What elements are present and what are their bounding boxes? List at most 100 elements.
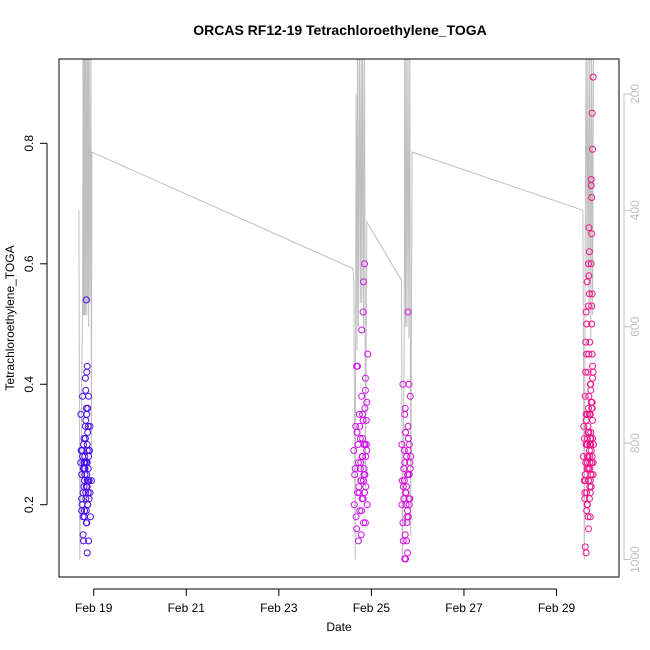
- data-point: [585, 392, 593, 400]
- right-tick-label: 1000: [628, 546, 642, 573]
- data-point: [352, 513, 360, 521]
- data-point: [360, 441, 368, 448]
- data-point: [362, 441, 370, 448]
- data-point: [401, 410, 409, 418]
- data-point: [362, 416, 370, 424]
- data-point: [585, 525, 592, 533]
- points-layer: [77, 73, 597, 563]
- x-axis-label: Date: [326, 620, 352, 634]
- data-point: [401, 459, 409, 467]
- data-point: [403, 537, 411, 545]
- data-point: [406, 465, 414, 473]
- data-point: [353, 525, 361, 533]
- data-point: [580, 422, 588, 430]
- data-point: [85, 537, 93, 545]
- data-point: [361, 519, 369, 527]
- x-tick-label: Feb 21: [168, 601, 206, 615]
- data-point: [588, 230, 596, 238]
- y-axis-label: Tetrachloroethylene_TOGA: [3, 245, 17, 390]
- data-point: [588, 290, 596, 298]
- data-point: [583, 278, 591, 286]
- x-tick-label: Feb 27: [445, 601, 483, 615]
- data-point: [587, 398, 595, 406]
- plot-frame: [58, 58, 620, 578]
- data-point: [402, 428, 410, 436]
- right-tick-label: 600: [628, 316, 642, 336]
- altitude-layer: [78, 59, 594, 560]
- data-point: [86, 422, 94, 430]
- data-point: [582, 368, 590, 376]
- data-point: [82, 296, 90, 304]
- data-point: [587, 260, 595, 268]
- data-point: [402, 489, 410, 497]
- data-point: [583, 465, 591, 473]
- data-point: [358, 507, 366, 515]
- data-point: [582, 338, 590, 346]
- y-tick-label: 0.8: [22, 135, 36, 152]
- data-point: [402, 501, 410, 509]
- data-point: [359, 410, 367, 418]
- data-point: [81, 459, 89, 467]
- data-point: [587, 380, 595, 388]
- data-point: [589, 73, 597, 81]
- data-point: [586, 338, 594, 346]
- right-axis: 200 400 600 800 1000: [623, 84, 642, 573]
- data-point: [585, 290, 593, 298]
- data-point: [361, 471, 369, 479]
- data-point: [80, 441, 87, 448]
- data-point: [401, 555, 409, 563]
- data-point: [586, 459, 594, 467]
- data-point: [404, 422, 412, 430]
- data-point: [363, 501, 371, 509]
- data-point: [83, 447, 91, 454]
- data-point: [79, 531, 87, 539]
- data-point: [359, 308, 367, 316]
- data-point: [588, 302, 596, 310]
- data-point: [404, 447, 412, 454]
- data-point: [401, 404, 409, 412]
- data-point: [84, 428, 92, 436]
- data-point: [404, 549, 411, 557]
- data-point: [359, 495, 367, 503]
- data-point: [587, 386, 595, 394]
- data-point: [363, 447, 371, 454]
- data-point: [355, 483, 363, 491]
- data-point: [586, 513, 594, 521]
- data-point: [85, 453, 93, 460]
- data-point: [405, 495, 413, 503]
- data-point: [589, 471, 597, 479]
- data-point: [82, 416, 90, 424]
- data-point: [80, 537, 87, 545]
- data-point: [587, 182, 595, 189]
- data-point: [77, 410, 85, 418]
- data-point: [583, 441, 591, 448]
- data-point: [357, 477, 365, 485]
- data-point: [398, 501, 406, 509]
- data-point: [588, 194, 596, 201]
- data-point: [361, 404, 369, 412]
- data-point: [87, 477, 95, 485]
- data-point: [354, 537, 362, 545]
- data-point: [584, 513, 592, 521]
- data-point: [581, 392, 589, 400]
- data-point: [361, 386, 369, 394]
- data-point: [356, 465, 364, 473]
- data-point: [353, 428, 361, 436]
- data-point: [582, 549, 590, 557]
- data-point: [83, 549, 91, 557]
- x-tick-label: Feb 29: [538, 601, 576, 615]
- data-point: [356, 422, 364, 430]
- data-point: [83, 362, 91, 370]
- data-point: [364, 350, 372, 358]
- data-point: [84, 477, 92, 485]
- data-point: [584, 453, 591, 460]
- data-point: [583, 320, 591, 328]
- data-point: [85, 392, 93, 400]
- data-point: [79, 453, 87, 460]
- data-point: [400, 447, 408, 454]
- data-point: [83, 410, 91, 418]
- data-point: [585, 224, 593, 232]
- data-point: [585, 260, 592, 268]
- data-point: [581, 489, 589, 497]
- data-point: [354, 459, 362, 467]
